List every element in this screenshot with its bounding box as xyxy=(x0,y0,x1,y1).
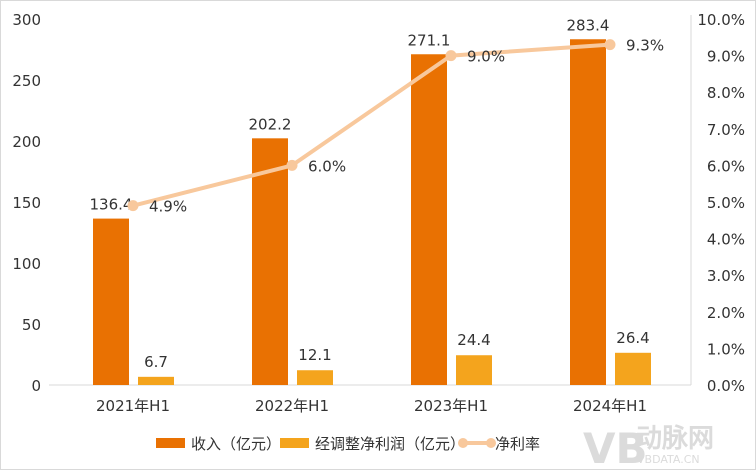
y2-tick-label: 4.0% xyxy=(707,231,745,249)
y2-tick-label: 7.0% xyxy=(707,121,745,139)
legend-margin-label: 净利率 xyxy=(495,435,540,453)
svg-text:动脉网: 动脉网 xyxy=(636,424,714,454)
legend-margin-marker xyxy=(458,438,468,448)
revenue-data-label: 283.4 xyxy=(567,16,610,34)
net-margin-data-label: 9.3% xyxy=(626,37,664,55)
y2-tick-label: 9.0% xyxy=(707,48,745,66)
profit-data-label: 6.7 xyxy=(144,353,168,371)
net-margin-data-label: 6.0% xyxy=(308,157,346,175)
revenue-bar xyxy=(93,218,129,385)
net-margin-point xyxy=(604,39,616,51)
revenue-bar xyxy=(252,138,288,385)
profit-bar xyxy=(615,352,651,385)
net-margin-point xyxy=(286,159,298,171)
revenue-data-label: 202.2 xyxy=(249,115,292,133)
profit-bar xyxy=(456,355,492,385)
y2-tick-label: 6.0% xyxy=(707,157,745,175)
revenue-bar xyxy=(411,54,447,386)
x-tick-label: 2024年H1 xyxy=(573,397,647,415)
legend-revenue-label: 收入（亿元） xyxy=(191,435,281,453)
x-tick-label: 2023年H1 xyxy=(414,397,488,415)
x-tick-label: 2021年H1 xyxy=(96,397,170,415)
watermark-logo: VB 动脉网 VBDATA.CN xyxy=(583,424,714,470)
y-tick-label: 50 xyxy=(22,316,41,334)
legend-profit-label: 经调整净利润（亿元） xyxy=(315,435,465,453)
net-margin-point xyxy=(445,50,457,62)
revenue-data-label: 136.4 xyxy=(90,196,133,214)
y-tick-label: 100 xyxy=(12,255,41,273)
revenue-bar xyxy=(570,39,606,385)
y-tick-label: 150 xyxy=(12,194,41,212)
y-tick-label: 0 xyxy=(31,377,41,395)
y-tick-label: 250 xyxy=(12,72,41,90)
y2-tick-label: 8.0% xyxy=(707,84,745,102)
y2-tick-label: 2.0% xyxy=(707,304,745,322)
profit-bar xyxy=(297,370,333,385)
net-margin-data-label: 9.0% xyxy=(467,48,505,66)
profit-data-label: 12.1 xyxy=(298,346,331,364)
revenue-data-label: 271.1 xyxy=(408,31,451,49)
y2-tick-label: 0.0% xyxy=(707,377,745,395)
legend-margin-marker xyxy=(486,438,496,448)
net-margin-line xyxy=(132,42,611,208)
profit-bar xyxy=(138,376,174,385)
net-margin-point xyxy=(127,200,139,212)
net-margin-data-label: 4.9% xyxy=(149,198,187,216)
legend-profit-swatch xyxy=(280,438,309,448)
y2-tick-label: 5.0% xyxy=(707,194,745,212)
y2-tick-label: 10.0% xyxy=(697,11,745,29)
y-tick-label: 300 xyxy=(12,11,41,29)
y-tick-label: 200 xyxy=(12,133,41,151)
profit-data-label: 24.4 xyxy=(457,331,490,349)
x-tick-label: 2022年H1 xyxy=(255,397,329,415)
y2-tick-label: 3.0% xyxy=(707,267,745,285)
legend-revenue-swatch xyxy=(156,438,185,448)
y2-tick-label: 1.0% xyxy=(707,340,745,358)
profit-data-label: 26.4 xyxy=(616,329,649,347)
svg-text:VB: VB xyxy=(583,424,648,470)
svg-text:VBDATA.CN: VBDATA.CN xyxy=(637,453,700,466)
